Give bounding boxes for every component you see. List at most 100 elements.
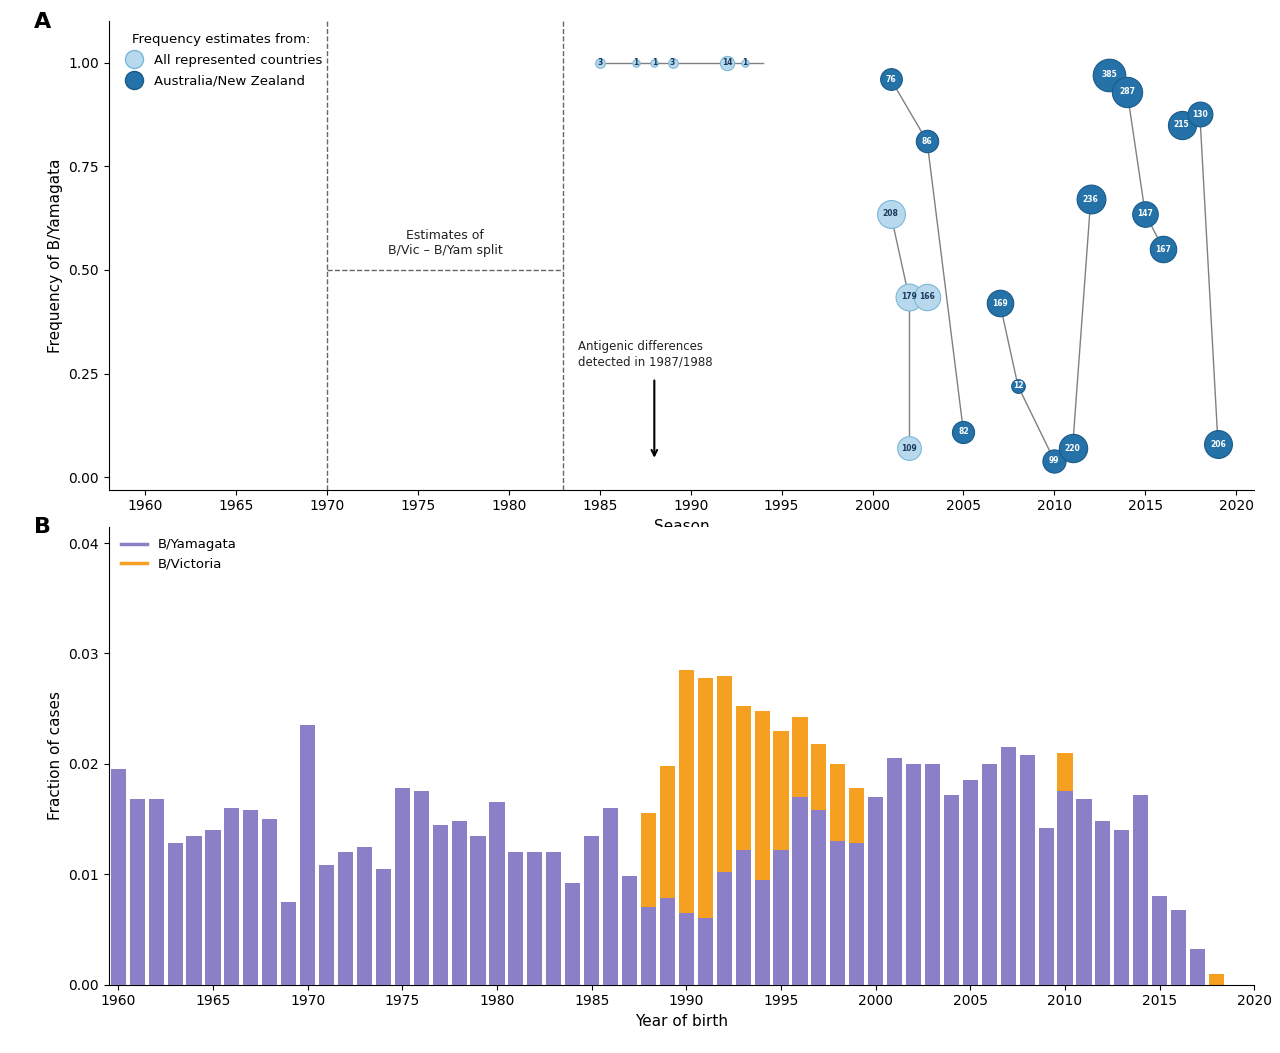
Bar (943, 932, 959, 985)
Point (1062, 440, 1083, 457)
Bar (678, 913, 694, 985)
Bar (641, 814, 657, 985)
Bar (319, 920, 334, 985)
Text: 109: 109 (901, 443, 916, 453)
Point (916, 133, 937, 150)
Bar (812, 810, 827, 985)
Point (1208, 436, 1229, 453)
Text: Antigenic differences
detected in 1987/1988: Antigenic differences detected in 1987/1… (579, 340, 713, 369)
Bar (168, 843, 183, 985)
Bar (717, 676, 732, 985)
Bar (1001, 748, 1016, 985)
Bar (1133, 795, 1148, 985)
Bar (1038, 828, 1053, 985)
Text: 82: 82 (959, 428, 969, 436)
Bar (1115, 830, 1129, 985)
Bar (943, 795, 959, 985)
Y-axis label: Fraction of cases: Fraction of cases (47, 691, 63, 820)
Bar (110, 770, 125, 985)
Bar (906, 763, 922, 985)
Text: Estimates of
B/Vic – B/Yam split: Estimates of B/Vic – B/Yam split (388, 230, 503, 257)
Text: 76: 76 (886, 75, 896, 83)
Point (735, 54, 755, 71)
Point (1171, 116, 1192, 133)
Legend: All represented countries, Australia/New Zealand: All represented countries, Australia/New… (115, 27, 328, 93)
Bar (433, 824, 448, 985)
Bar (471, 835, 485, 985)
Bar (508, 932, 524, 985)
Point (662, 54, 682, 71)
Bar (831, 763, 845, 985)
Text: A: A (35, 12, 51, 32)
Text: 169: 169 (992, 299, 1007, 307)
Bar (262, 949, 278, 985)
Bar (547, 932, 562, 985)
Bar (754, 711, 769, 985)
Point (881, 71, 901, 87)
Point (626, 54, 646, 71)
Bar (527, 932, 543, 985)
Bar (1076, 799, 1092, 985)
Bar (471, 927, 485, 985)
Bar (168, 948, 183, 985)
Bar (1152, 896, 1167, 985)
Text: 167: 167 (1156, 244, 1171, 254)
Point (989, 295, 1010, 312)
Bar (849, 788, 864, 985)
Bar (1190, 974, 1206, 985)
Bar (1096, 949, 1111, 985)
Bar (187, 954, 201, 985)
Bar (187, 835, 201, 985)
Text: 99: 99 (1050, 456, 1060, 465)
Point (1044, 452, 1065, 469)
Text: 3: 3 (598, 58, 603, 67)
Bar (736, 850, 750, 985)
Text: 208: 208 (883, 210, 899, 218)
Bar (527, 852, 543, 985)
Text: 1: 1 (742, 58, 748, 67)
Bar (547, 852, 562, 985)
Bar (262, 819, 278, 985)
Bar (717, 872, 732, 985)
Bar (925, 920, 940, 985)
Bar (489, 802, 504, 985)
Bar (1208, 974, 1224, 985)
Text: 220: 220 (1065, 443, 1080, 453)
Bar (243, 949, 259, 985)
Bar (413, 920, 429, 985)
Bar (736, 707, 750, 985)
Point (1098, 66, 1119, 83)
Bar (906, 923, 922, 985)
Bar (357, 847, 372, 985)
Bar (1190, 949, 1206, 985)
Bar (1076, 923, 1092, 985)
Bar (887, 758, 902, 985)
Text: 14: 14 (722, 58, 732, 67)
Point (1117, 83, 1138, 100)
Bar (584, 835, 599, 985)
Bar (224, 808, 239, 985)
Bar (376, 927, 390, 985)
Bar (205, 830, 220, 985)
Bar (394, 788, 410, 985)
Text: 179: 179 (901, 293, 916, 301)
Bar (925, 763, 940, 985)
Text: 130: 130 (1192, 110, 1208, 119)
Text: B: B (35, 517, 51, 537)
Point (899, 440, 919, 457)
Bar (849, 843, 864, 985)
Bar (1057, 792, 1073, 985)
Bar (1020, 901, 1034, 985)
Bar (1057, 753, 1073, 985)
Bar (754, 879, 769, 985)
Bar (508, 852, 524, 985)
Bar (566, 974, 580, 985)
Bar (566, 883, 580, 985)
Text: 206: 206 (1210, 439, 1226, 449)
Bar (659, 766, 675, 985)
Bar (812, 743, 827, 985)
Bar (319, 866, 334, 985)
Point (590, 54, 611, 71)
Text: 3: 3 (669, 58, 675, 67)
X-axis label: Year of birth: Year of birth (635, 1014, 728, 1029)
